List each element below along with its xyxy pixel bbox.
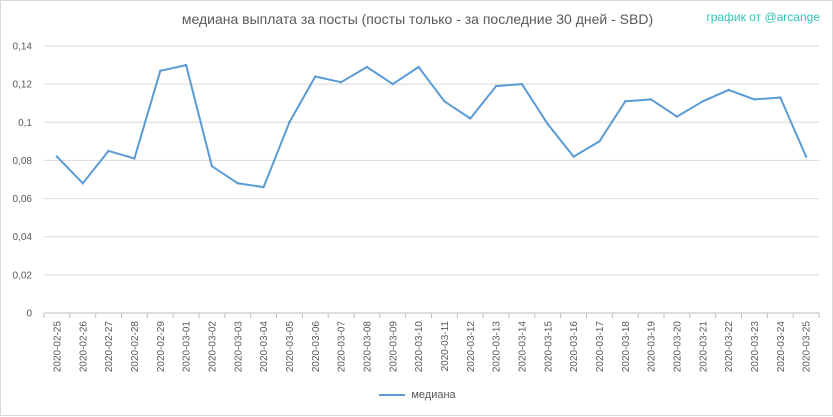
x-tick-label: 2020-03-03 bbox=[233, 321, 244, 373]
data-point bbox=[572, 155, 575, 158]
y-tick-label: 0,04 bbox=[13, 232, 33, 243]
data-point bbox=[133, 157, 136, 160]
y-axis-ticks: 0 0,02 0,04 0,06 0,08 0,1 0,12 0,14 bbox=[13, 42, 33, 320]
data-point bbox=[81, 182, 84, 185]
y-tick-label: 0,08 bbox=[13, 156, 33, 167]
x-tick-label: 2020-02-28 bbox=[130, 321, 141, 373]
x-axis-ticks: 2020-02-25 2020-02-26 2020-02-27 2020-02-28… bbox=[43, 313, 820, 373]
x-tick-label: 2020-03-10 bbox=[414, 321, 425, 373]
data-point bbox=[779, 96, 782, 99]
x-tick-label: 2020-03-07 bbox=[337, 321, 348, 373]
data-point bbox=[107, 149, 110, 153]
x-tick-label: 2020-03-06 bbox=[311, 321, 322, 373]
data-point bbox=[262, 185, 265, 189]
data-point bbox=[649, 98, 653, 101]
x-tick-label: 2020-02-29 bbox=[156, 321, 167, 373]
y-tick-label: 0,12 bbox=[13, 80, 33, 91]
data-point bbox=[701, 100, 704, 103]
data-point bbox=[159, 69, 162, 72]
x-tick-label: 2020-03-15 bbox=[543, 321, 554, 373]
x-tick-label: 2020-03-20 bbox=[672, 321, 683, 373]
data-point bbox=[236, 182, 239, 185]
data-point bbox=[391, 82, 394, 86]
x-tick-label: 2020-03-01 bbox=[182, 321, 193, 373]
data-point bbox=[314, 75, 317, 78]
data-point bbox=[288, 121, 291, 124]
data-point bbox=[624, 100, 627, 103]
x-tick-label: 2020-02-27 bbox=[104, 321, 115, 373]
x-tick-label: 2020-03-04 bbox=[259, 321, 270, 373]
x-tick-label: 2020-03-21 bbox=[698, 321, 709, 373]
data-point bbox=[494, 84, 498, 88]
data-point bbox=[520, 82, 524, 86]
x-tick-label: 2020-03-12 bbox=[466, 321, 477, 373]
x-tick-label: 2020-03-09 bbox=[388, 321, 399, 373]
y-tick-label: 0,14 bbox=[13, 42, 33, 53]
data-point bbox=[469, 117, 472, 120]
x-tick-label: 2020-03-08 bbox=[362, 321, 373, 373]
x-tick-label: 2020-03-22 bbox=[724, 321, 735, 373]
x-tick-label: 2020-03-25 bbox=[802, 321, 813, 373]
x-tick-label: 2020-02-25 bbox=[52, 321, 63, 373]
data-point bbox=[417, 65, 420, 69]
x-tick-label: 2020-03-24 bbox=[776, 321, 787, 373]
x-tick-label: 2020-03-02 bbox=[207, 321, 218, 373]
x-tick-label: 2020-03-19 bbox=[647, 321, 658, 373]
data-point bbox=[546, 122, 549, 126]
x-tick-label: 2020-03-18 bbox=[621, 321, 632, 373]
chart-title: медиана выплата за посты (посты только -… bbox=[181, 11, 654, 27]
data-point bbox=[210, 164, 214, 168]
data-point bbox=[365, 65, 369, 69]
legend-label: медиана bbox=[411, 389, 456, 401]
y-tick-label: 0 bbox=[26, 309, 32, 320]
gridlines bbox=[44, 45, 819, 314]
x-tick-label: 2020-03-13 bbox=[492, 321, 503, 373]
data-point bbox=[804, 155, 808, 158]
data-point bbox=[675, 115, 679, 118]
data-point bbox=[443, 100, 446, 103]
x-tick-label: 2020-03-23 bbox=[750, 321, 761, 373]
x-tick-label: 2020-03-14 bbox=[517, 321, 528, 373]
y-tick-label: 0,1 bbox=[18, 118, 32, 129]
chart-credit: график от @arcange bbox=[706, 10, 820, 24]
data-point bbox=[598, 140, 601, 143]
data-point bbox=[753, 98, 756, 101]
legend: медиана bbox=[1, 389, 833, 401]
series-layer bbox=[55, 63, 808, 189]
x-tick-label: 2020-03-17 bbox=[595, 321, 606, 373]
series-line bbox=[55, 64, 808, 189]
data-point bbox=[184, 63, 188, 67]
data-point bbox=[727, 88, 730, 92]
data-point bbox=[55, 155, 59, 158]
x-tick-label: 2020-03-11 bbox=[440, 321, 451, 372]
data-point bbox=[339, 81, 343, 84]
legend-swatch bbox=[379, 394, 406, 396]
x-tick-label: 2020-02-26 bbox=[78, 321, 89, 373]
x-tick-label: 2020-03-05 bbox=[285, 321, 296, 373]
y-tick-label: 0,02 bbox=[13, 270, 33, 281]
x-tick-label: 2020-03-16 bbox=[569, 321, 580, 373]
y-tick-label: 0,06 bbox=[13, 194, 33, 205]
